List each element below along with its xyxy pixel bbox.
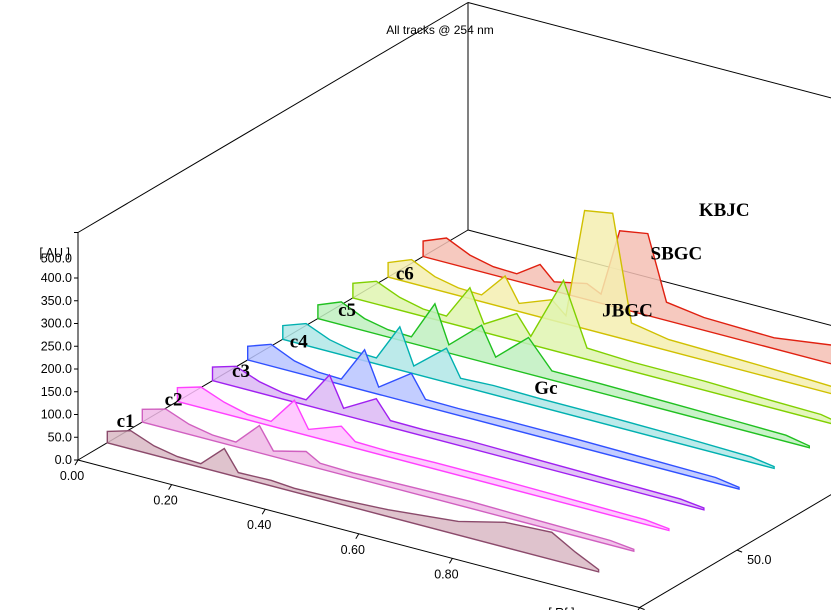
rf-tick-label: 0.40 xyxy=(247,518,271,532)
track-1-trace xyxy=(106,429,600,573)
annotation-c1: c1 xyxy=(117,411,135,432)
rf-tick-mark xyxy=(355,533,360,540)
track-4-trace xyxy=(211,365,705,511)
top-left-edge xyxy=(77,2,469,233)
rf-tick-mark xyxy=(168,484,173,490)
annotation-jbgc: JBGC xyxy=(602,300,653,321)
left-z-tick-label: 150.0 xyxy=(41,385,72,399)
tracks-group xyxy=(106,209,831,573)
left-z-axis-label: [ AU ] xyxy=(39,246,70,260)
left-z-axis: 0.0 50.0 100.0 150.0 200.0 250.0 300.0 350.0 400… xyxy=(39,232,78,467)
track-3-trace xyxy=(176,386,670,532)
mm-tick-label: 50.0 xyxy=(747,553,771,567)
rf-tick-mark xyxy=(448,558,453,564)
rf-tick-label: 0.80 xyxy=(434,567,458,581)
left-z-tick-label: 250.0 xyxy=(41,339,72,353)
floor-right-edge xyxy=(639,494,831,609)
top-back-edge xyxy=(467,2,831,99)
annotation-sbgc: SBGC xyxy=(651,243,703,264)
chart-title: All tracks @ 254 nm xyxy=(386,23,494,37)
left-z-tick-label: 200.0 xyxy=(41,362,72,376)
rf-axis: 0.000.200.400.600.801.20[ Rf ] xyxy=(60,459,641,610)
left-z-tick-label: 350.0 xyxy=(41,294,72,308)
track-5-trace xyxy=(247,343,740,491)
mm-tick-mark xyxy=(639,607,645,610)
annotation-c6: c6 xyxy=(396,264,414,285)
annotation-c3: c3 xyxy=(232,361,250,382)
track-8-trace xyxy=(352,278,831,425)
annotations: c1 c2 c3 c4 c5 c6 Gc JBGC SBGC KBJC xyxy=(117,200,750,432)
rf-tick-label: 0.20 xyxy=(153,494,177,508)
track-2-trace xyxy=(141,408,635,553)
annotation-c5: c5 xyxy=(338,300,356,321)
rf-tick-mark xyxy=(74,459,79,466)
rf-tick-mark xyxy=(637,607,641,610)
left-z-tick-label: 500.0 xyxy=(41,252,72,266)
left-z-tick-label: 100.0 xyxy=(41,408,72,422)
annotation-c4: c4 xyxy=(290,332,308,353)
mm-tick-mark xyxy=(736,549,743,553)
left-z-tick-label: 300.0 xyxy=(41,317,72,331)
annotation-c2: c2 xyxy=(165,390,183,411)
track-7-trace xyxy=(317,301,810,449)
rf-tick-mark xyxy=(261,508,266,515)
rf-axis-label: [ Rf ] xyxy=(548,606,574,610)
rf-tick-label: 0.00 xyxy=(60,469,84,483)
plot-box xyxy=(77,2,831,609)
left-z-tick-label: 50.0 xyxy=(48,430,72,444)
floor-back-edge xyxy=(467,229,831,326)
left-z-tick-label: 400.0 xyxy=(41,271,72,285)
annotation-gc: Gc xyxy=(534,378,557,399)
track-9-trace xyxy=(387,209,831,395)
annotation-kbjc: KBJC xyxy=(699,200,750,221)
track-6-trace xyxy=(282,322,775,470)
rf-tick-label: 0.60 xyxy=(341,543,365,557)
left-z-tick-label: 0.0 xyxy=(55,453,72,467)
